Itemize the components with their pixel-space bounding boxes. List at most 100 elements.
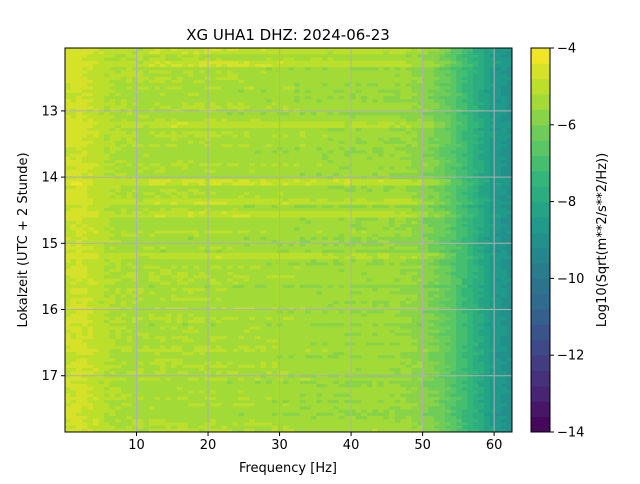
heatmap-cell bbox=[98, 192, 105, 196]
heatmap-cell bbox=[76, 140, 83, 145]
heatmap-cell bbox=[120, 169, 128, 174]
heatmap-cell bbox=[433, 144, 440, 148]
heatmap-cell bbox=[288, 76, 295, 81]
heatmap-cell bbox=[405, 80, 413, 84]
heatmap-cell bbox=[210, 211, 217, 215]
heatmap-cell bbox=[372, 144, 379, 148]
heatmap-cell bbox=[327, 48, 334, 52]
heatmap-cell bbox=[377, 150, 385, 155]
heatmap-cell bbox=[461, 70, 468, 75]
heatmap-cell bbox=[500, 67, 508, 71]
heatmap-cell bbox=[355, 156, 362, 161]
heatmap-cell bbox=[271, 102, 278, 107]
heatmap-cell bbox=[394, 172, 401, 177]
heatmap-cell bbox=[405, 160, 413, 164]
heatmap-cell bbox=[132, 86, 139, 91]
heatmap-cell bbox=[238, 64, 245, 68]
heatmap-cell bbox=[506, 86, 512, 91]
heatmap-cell bbox=[81, 169, 88, 174]
heatmap-cell bbox=[472, 144, 480, 148]
heatmap-cell bbox=[288, 160, 295, 164]
heatmap-cell bbox=[377, 195, 385, 199]
heatmap-cell bbox=[159, 51, 167, 55]
heatmap-cell bbox=[171, 64, 178, 68]
heatmap-cell bbox=[104, 128, 111, 132]
heatmap-cell bbox=[389, 166, 396, 171]
heatmap-cell bbox=[316, 214, 323, 219]
heatmap-cell bbox=[394, 217, 401, 222]
heatmap-cell bbox=[344, 86, 351, 91]
heatmap-cell bbox=[76, 54, 83, 59]
heatmap-cell bbox=[310, 201, 318, 206]
heatmap-cell bbox=[450, 70, 457, 75]
heatmap-cell bbox=[92, 192, 100, 196]
heatmap-cell bbox=[70, 102, 77, 107]
heatmap-cell bbox=[227, 121, 234, 126]
heatmap-cell bbox=[115, 208, 122, 212]
heatmap-cell bbox=[467, 147, 474, 151]
heatmap-cell bbox=[193, 166, 200, 171]
heatmap-cell bbox=[444, 201, 452, 206]
heatmap-cell bbox=[109, 185, 116, 190]
heatmap-cell bbox=[282, 118, 290, 123]
heatmap-cell bbox=[193, 169, 200, 174]
heatmap-cell bbox=[76, 188, 83, 193]
heatmap-cell bbox=[422, 211, 429, 215]
heatmap-cell bbox=[349, 208, 357, 212]
heatmap-cell bbox=[433, 217, 440, 222]
heatmap-cell bbox=[450, 99, 457, 103]
heatmap-cell bbox=[428, 172, 435, 177]
heatmap-cell bbox=[450, 128, 457, 132]
heatmap-cell bbox=[277, 96, 284, 100]
heatmap-cell bbox=[238, 70, 245, 75]
heatmap-cell bbox=[254, 147, 262, 151]
heatmap-cell bbox=[187, 198, 195, 203]
heatmap-cell bbox=[417, 176, 424, 180]
heatmap-cell bbox=[227, 83, 234, 87]
heatmap-cell bbox=[500, 195, 508, 199]
heatmap-cell bbox=[92, 134, 100, 139]
heatmap-cell bbox=[294, 169, 301, 174]
heatmap-cell bbox=[506, 169, 512, 174]
heatmap-cell bbox=[109, 204, 116, 209]
heatmap-cell bbox=[277, 67, 284, 71]
heatmap-cell bbox=[165, 112, 172, 116]
heatmap-cell bbox=[411, 147, 418, 151]
heatmap-cell bbox=[76, 204, 83, 209]
heatmap-cell bbox=[322, 144, 329, 148]
heatmap-cell bbox=[361, 115, 368, 119]
heatmap-cell bbox=[215, 70, 223, 75]
heatmap-cell bbox=[232, 217, 239, 222]
heatmap-cell bbox=[182, 57, 189, 62]
heatmap-cell bbox=[277, 70, 284, 75]
heatmap-cell bbox=[433, 211, 440, 215]
heatmap-cell bbox=[322, 92, 329, 97]
heatmap-cell bbox=[104, 73, 111, 78]
heatmap-cell bbox=[288, 176, 295, 180]
heatmap-cell bbox=[433, 105, 440, 110]
heatmap-cell bbox=[478, 76, 485, 81]
heatmap-cell bbox=[282, 137, 290, 142]
heatmap-cell bbox=[400, 131, 407, 135]
heatmap-cell bbox=[81, 192, 88, 196]
heatmap-cell bbox=[422, 118, 429, 123]
heatmap-cell bbox=[361, 128, 368, 132]
heatmap-cell bbox=[87, 217, 94, 222]
heatmap-cell bbox=[422, 137, 429, 142]
heatmap-cell bbox=[405, 140, 413, 145]
heatmap-cell bbox=[467, 156, 474, 161]
heatmap-cell bbox=[215, 214, 223, 219]
heatmap-cell bbox=[327, 179, 334, 183]
heatmap-cell bbox=[422, 204, 429, 209]
heatmap-cell bbox=[199, 112, 206, 116]
heatmap-cell bbox=[277, 144, 284, 148]
heatmap-cell bbox=[143, 73, 150, 78]
heatmap-cell bbox=[148, 131, 155, 135]
heatmap-cell bbox=[338, 99, 345, 103]
heatmap-cell bbox=[109, 144, 116, 148]
heatmap-cell bbox=[87, 51, 94, 55]
heatmap-cell bbox=[439, 70, 446, 75]
heatmap-cell bbox=[266, 124, 273, 129]
heatmap-cell bbox=[422, 54, 429, 59]
heatmap-cell bbox=[472, 86, 480, 91]
